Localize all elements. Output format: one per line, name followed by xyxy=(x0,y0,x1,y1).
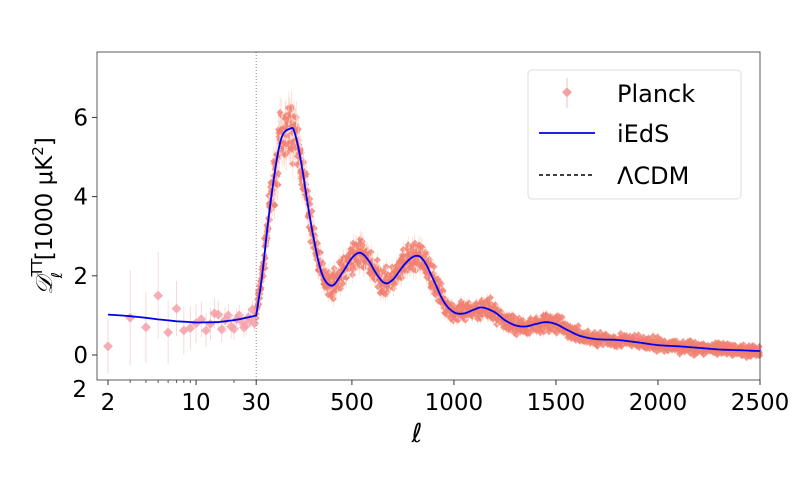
legend-label-planck: Planck xyxy=(617,80,695,108)
planck-point xyxy=(201,325,211,336)
planck-point xyxy=(339,279,347,287)
legend: Planck iEdS ΛCDM xyxy=(527,69,742,200)
y-label-unit: [1000 μK xyxy=(32,155,58,260)
planck-point xyxy=(343,273,351,281)
y-label-sub: ℓ xyxy=(48,272,66,279)
legend-label-lcdm: ΛCDM xyxy=(617,162,689,190)
planck-point xyxy=(348,271,356,279)
planck-point xyxy=(308,207,316,215)
planck-point xyxy=(454,316,462,324)
legend-label-iEdS: iEdS xyxy=(617,120,669,148)
planck-point xyxy=(223,310,234,321)
x-tick-label: 2500 xyxy=(731,390,790,416)
planck-point xyxy=(574,322,582,330)
x-tick-label: 500 xyxy=(330,390,374,416)
planck-point xyxy=(373,256,382,264)
planck-point xyxy=(558,313,566,321)
planck-point xyxy=(140,322,151,333)
planck-point xyxy=(213,309,224,320)
extra-tick-label: 2 xyxy=(72,377,87,403)
planck-point xyxy=(247,304,258,315)
planck-point xyxy=(163,327,174,338)
x-tick-label: 10 xyxy=(181,390,210,416)
iEdS-line xyxy=(107,126,760,352)
x-tick-label: 30 xyxy=(242,390,271,416)
planck-point xyxy=(397,274,405,282)
y-tick-label: 0 xyxy=(73,343,88,369)
planck-point xyxy=(302,170,310,178)
planck-point xyxy=(439,286,447,294)
y-axis: 0 2 4 6 xyxy=(73,105,97,369)
x-tick-label: 1500 xyxy=(527,390,586,416)
planck-point xyxy=(755,343,763,351)
x-tick-label: 1000 xyxy=(425,390,484,416)
planck-point xyxy=(540,328,548,336)
planck-point xyxy=(171,303,182,314)
planck-point xyxy=(249,318,260,329)
planck-point xyxy=(185,323,196,334)
planck-point xyxy=(486,294,495,302)
planck-point xyxy=(153,290,164,301)
planck-point xyxy=(271,201,279,209)
x-tick-label: 2 xyxy=(101,390,116,416)
y-label-unit-end: ] xyxy=(32,137,58,146)
planck-point xyxy=(216,324,227,335)
planck-point xyxy=(337,284,345,292)
y-tick-label: 6 xyxy=(73,105,88,131)
planck-point xyxy=(125,312,136,323)
planck-point xyxy=(430,263,438,271)
plot-frame xyxy=(96,51,761,381)
y-label-unit-sup: 2 xyxy=(29,146,47,156)
y-axis-label: 𝒟TT ℓ [1000 μK2] xyxy=(28,137,66,295)
y-tick-label: 2 xyxy=(73,264,88,290)
y-tick-label: 4 xyxy=(73,185,88,211)
legend-box xyxy=(527,69,742,200)
y-label-sup: TT xyxy=(28,258,46,278)
planck-point xyxy=(367,248,375,256)
planck-point xyxy=(103,341,113,352)
x-axis-label: ℓ xyxy=(411,419,423,449)
y-label-main: 𝒟 xyxy=(32,272,58,295)
x-tick-label: 2000 xyxy=(629,390,688,416)
x-axis: 2 10 30 500 1000 1500 2000 2500 xyxy=(101,380,790,416)
planck-point xyxy=(274,169,282,177)
legend-planck-marker xyxy=(562,87,572,98)
planck-point xyxy=(329,295,337,303)
